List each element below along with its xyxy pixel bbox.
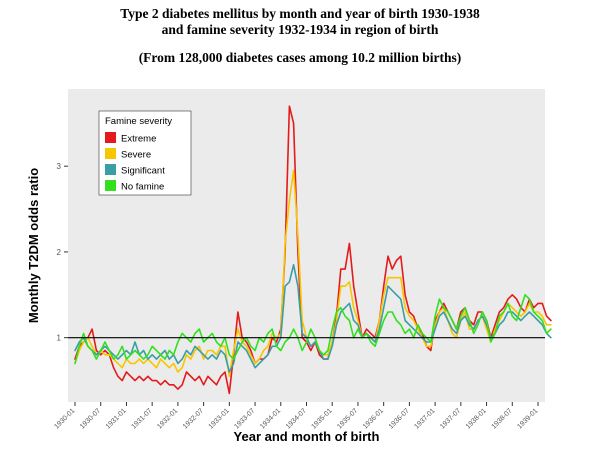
x-tick-label: 1933-07 <box>233 407 256 430</box>
series-line-no-famine <box>74 293 552 365</box>
x-tick-label: 1932-01 <box>156 407 179 430</box>
x-tick-label: 1935-07 <box>336 407 359 430</box>
legend-swatch <box>105 164 116 175</box>
x-tick-label: 1938-07 <box>491 407 514 430</box>
x-tick-label: 1935-01 <box>311 407 334 430</box>
x-tick-label: 1933-01 <box>208 407 231 430</box>
x-tick-label: 1938-01 <box>465 407 488 430</box>
x-tick-label: 1937-07 <box>439 407 462 430</box>
legend-swatch <box>105 132 116 143</box>
x-tick-label: 1937-01 <box>413 407 436 430</box>
x-tick-label: 1931-07 <box>130 407 153 430</box>
chart-title: Type 2 diabetes mellitus by month and ye… <box>120 6 480 21</box>
legend-label: No famine <box>121 182 164 193</box>
x-tick-label: 1936-01 <box>362 407 385 430</box>
series-line-extreme <box>74 105 552 395</box>
y-tick-label: 1 <box>57 334 62 343</box>
legend-label: Severe <box>121 150 151 161</box>
x-tick-label: 1931-01 <box>105 407 128 430</box>
chart-subtitle: (From 128,000 diabetes cases among 10.2 … <box>138 50 462 65</box>
chart-title-line2: and famine severity 1932-1934 in region … <box>161 22 439 37</box>
x-tick-label: 1936-07 <box>388 407 411 430</box>
x-tick-label: 1934-01 <box>259 407 282 430</box>
legend-swatch <box>105 148 116 159</box>
legend-label: Significant <box>121 166 165 177</box>
x-tick-label: 1939-01 <box>516 407 539 430</box>
y-tick-label: 2 <box>57 248 62 257</box>
x-tick-label: 1934-07 <box>285 407 308 430</box>
y-tick-label: 3 <box>57 162 62 171</box>
y-axis-title: Monthly T2DM odds ratio <box>26 168 41 323</box>
x-tick-label: 1932-07 <box>182 407 205 430</box>
x-tick-label: 1930-07 <box>79 407 102 430</box>
x-tick-label: 1930-01 <box>53 407 76 430</box>
legend-title: Famine severity <box>105 116 172 127</box>
x-axis-title: Year and month of birth <box>234 429 380 444</box>
legend-swatch <box>105 180 116 191</box>
legend-label: Extreme <box>121 134 156 145</box>
